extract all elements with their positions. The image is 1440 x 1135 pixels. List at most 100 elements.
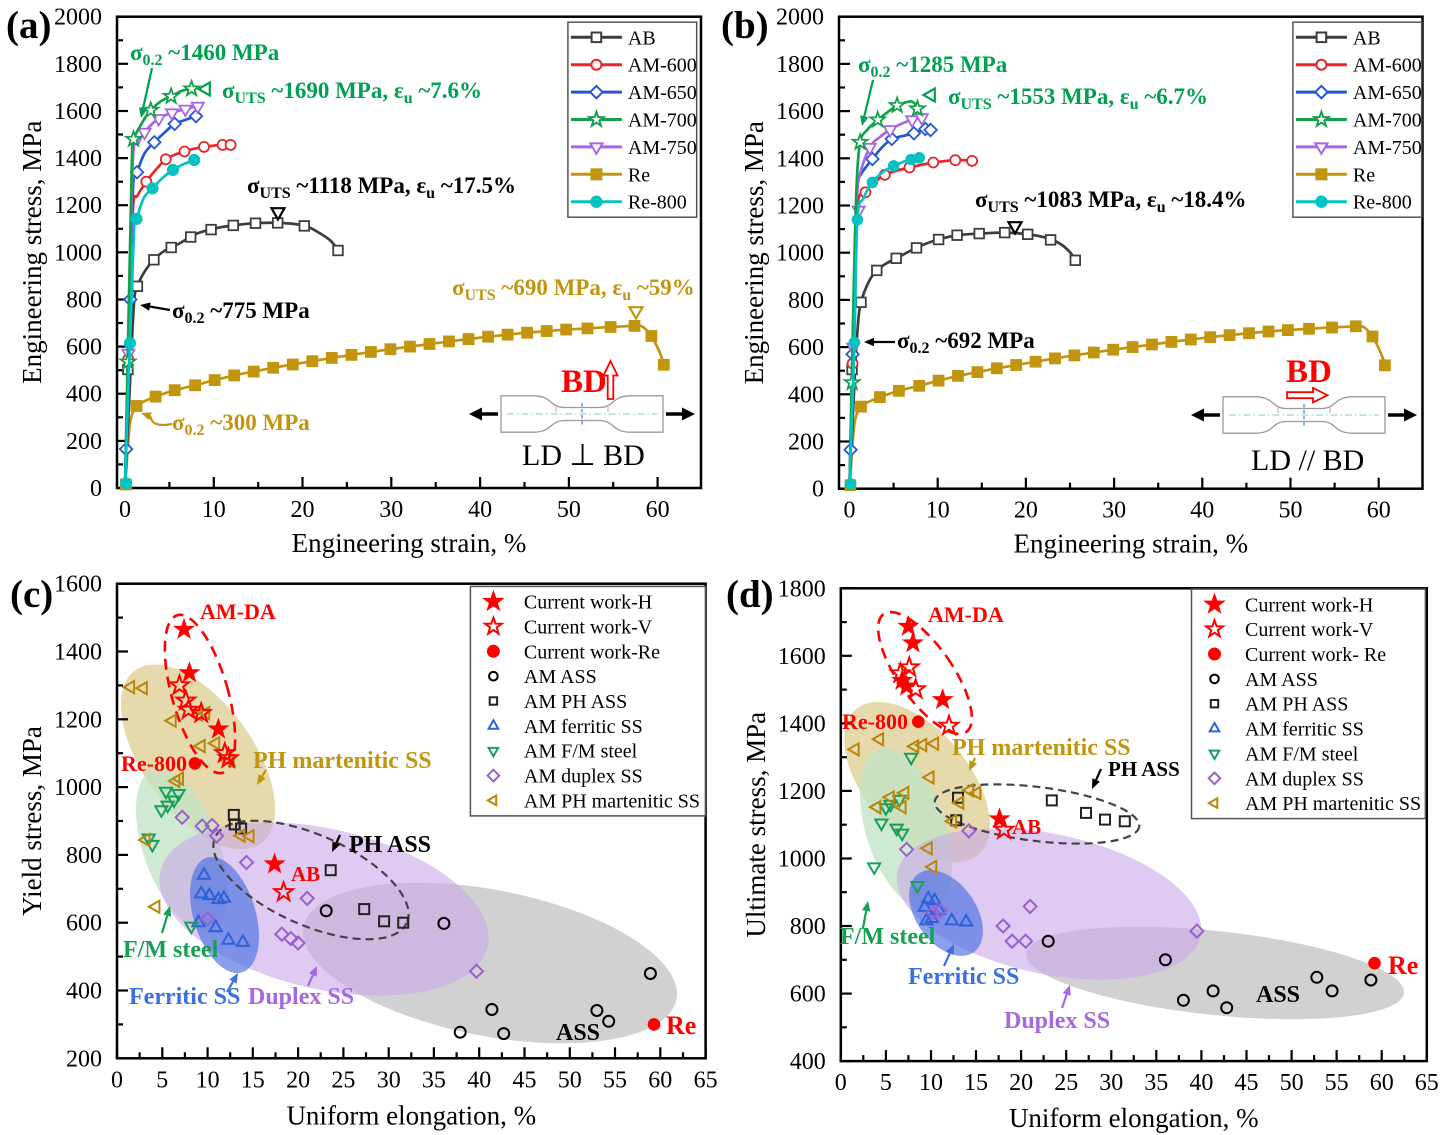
svg-text:Current work-H: Current work-H [1245,594,1373,616]
svg-text:1800: 1800 [776,52,824,78]
svg-text:Ultimate stress, MPa: Ultimate stress, MPa [741,712,771,938]
svg-text:1600: 1600 [54,99,102,125]
svg-text:800: 800 [66,843,102,869]
svg-text:5: 5 [880,1070,892,1096]
svg-text:1200: 1200 [778,779,826,805]
svg-text:Current work-V: Current work-V [1245,619,1374,641]
svg-text:30: 30 [1099,1070,1123,1096]
svg-text:1200: 1200 [776,194,824,220]
svg-text:σUTS ~1118 MPa, εu ~17.5%: σUTS ~1118 MPa, εu ~17.5% [247,173,516,202]
svg-text:5: 5 [156,1067,168,1093]
svg-text:1400: 1400 [778,711,826,737]
svg-text:200: 200 [788,430,824,456]
svg-text:60: 60 [1370,1070,1394,1096]
svg-text:1000: 1000 [776,241,824,267]
svg-text:45: 45 [513,1067,537,1093]
svg-text:PH martenitic SS: PH martenitic SS [253,748,432,774]
svg-text:Current work-Re: Current work-Re [524,641,660,663]
svg-text:AM ferritic SS: AM ferritic SS [524,716,643,738]
svg-text:30: 30 [379,497,403,523]
svg-text:σ0.2 ~1285 MPa: σ0.2 ~1285 MPa [858,52,1008,81]
svg-text:AM duplex SS: AM duplex SS [524,766,643,788]
svg-text:F/M steel: F/M steel [123,937,219,963]
svg-text:AM duplex SS: AM duplex SS [1245,768,1364,790]
svg-text:Re: Re [1388,951,1418,980]
svg-text:0: 0 [844,498,856,524]
svg-text:Uniform elongation, %: Uniform elongation, % [286,1100,536,1130]
svg-text:Engineering stress, MPa: Engineering stress, MPa [739,121,769,384]
svg-text:AM-650: AM-650 [628,82,697,104]
svg-text:σUTS ~1083 MPa, εu ~18.4%: σUTS ~1083 MPa, εu ~18.4% [975,187,1247,216]
svg-text:(a): (a) [6,4,51,47]
svg-text:1600: 1600 [54,572,102,598]
svg-text:40: 40 [1189,1070,1213,1096]
svg-text:35: 35 [422,1067,446,1093]
svg-text:40: 40 [467,1067,491,1093]
svg-text:PH ASS: PH ASS [349,832,431,858]
svg-text:20: 20 [1014,498,1038,524]
svg-text:σUTS ~1553 MPa, εu ~6.7%: σUTS ~1553 MPa, εu ~6.7% [948,84,1208,113]
svg-text:PH martenitic SS: PH martenitic SS [952,735,1131,761]
svg-text:Engineering strain, %: Engineering strain, % [292,528,527,558]
svg-text:σUTS ~1690 MPa, εu ~7.6%: σUTS ~1690 MPa, εu ~7.6% [222,78,482,107]
svg-text:1800: 1800 [778,576,826,602]
svg-text:Yield stress, MPa: Yield stress, MPa [17,726,47,916]
svg-text:20: 20 [291,497,315,523]
svg-text:30: 30 [1102,498,1126,524]
svg-text:20: 20 [1009,1070,1033,1096]
svg-text:LD // BD: LD // BD [1251,444,1364,477]
svg-text:1400: 1400 [54,640,102,666]
svg-text:(b): (b) [721,4,769,47]
svg-text:25: 25 [331,1067,355,1093]
svg-text:AM-600: AM-600 [1353,55,1422,77]
svg-text:65: 65 [694,1067,718,1093]
svg-text:ASS: ASS [1256,982,1300,1008]
svg-text:0: 0 [111,1067,123,1093]
svg-text:55: 55 [1325,1070,1349,1096]
svg-text:σ0.2 ~300 MPa: σ0.2 ~300 MPa [172,410,310,439]
svg-text:AM PH ASS: AM PH ASS [1245,694,1348,716]
svg-text:Current work- Re: Current work- Re [1245,644,1386,666]
svg-text:AM-650: AM-650 [1353,82,1422,104]
svg-text:1400: 1400 [776,146,824,172]
svg-text:1000: 1000 [778,847,826,873]
svg-text:600: 600 [66,911,102,937]
svg-text:1600: 1600 [778,644,826,670]
svg-text:AB: AB [291,862,320,886]
svg-text:AM ASS: AM ASS [524,666,597,688]
svg-text:60: 60 [1367,498,1391,524]
svg-text:1200: 1200 [54,193,102,219]
svg-text:50: 50 [1280,1070,1304,1096]
svg-text:0: 0 [835,1070,847,1096]
svg-text:2000: 2000 [54,5,102,31]
svg-text:400: 400 [790,1049,826,1075]
svg-text:1200: 1200 [54,707,102,733]
svg-text:(d): (d) [726,573,774,616]
svg-text:(c): (c) [10,573,53,616]
svg-text:Ferritic SS: Ferritic SS [908,964,1019,990]
svg-text:Re-800: Re-800 [121,751,187,776]
svg-text:55: 55 [603,1067,627,1093]
svg-text:AM-DA: AM-DA [928,602,1004,627]
svg-text:AM-750: AM-750 [1353,137,1422,159]
svg-text:60: 60 [648,1067,672,1093]
svg-text:Engineering stress, MPa: Engineering stress, MPa [17,121,47,384]
svg-text:50: 50 [1279,498,1303,524]
svg-text:1600: 1600 [776,99,824,125]
svg-text:600: 600 [66,335,102,361]
svg-text:AM PH ASS: AM PH ASS [524,691,627,713]
svg-text:20: 20 [286,1067,310,1093]
svg-text:200: 200 [66,429,102,455]
svg-text:15: 15 [964,1070,988,1096]
svg-text:600: 600 [790,982,826,1008]
svg-text:800: 800 [788,288,824,314]
svg-text:AM F/M steel: AM F/M steel [1245,743,1359,765]
svg-text:Duplex SS: Duplex SS [248,984,354,1010]
svg-text:AM-750: AM-750 [628,137,697,159]
svg-text:LD ⊥ BD: LD ⊥ BD [522,439,645,472]
svg-text:400: 400 [788,382,824,408]
svg-text:σ0.2 ~1460 MPa: σ0.2 ~1460 MPa [130,40,280,69]
svg-text:AM-DA: AM-DA [200,599,276,624]
svg-text:1000: 1000 [54,240,102,266]
svg-text:AM ASS: AM ASS [1245,669,1318,691]
